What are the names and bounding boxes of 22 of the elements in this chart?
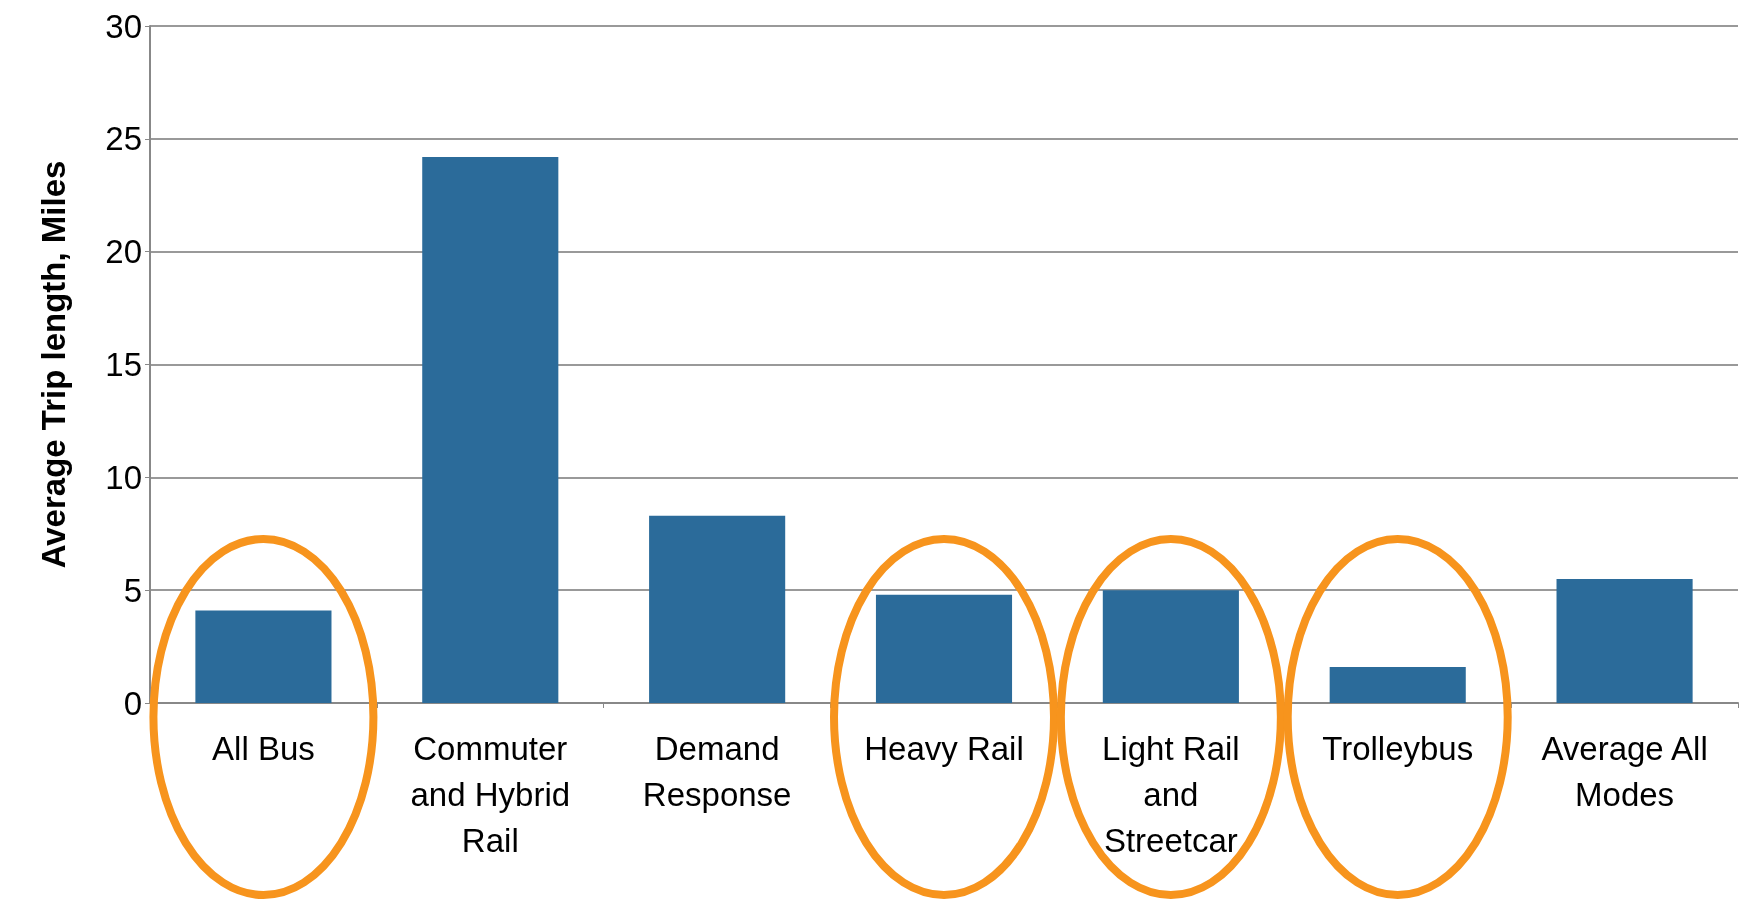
- y-tick-label: 0: [123, 684, 142, 722]
- bar: [195, 610, 332, 703]
- y-axis-title: Average Trip length, Miles: [35, 160, 72, 569]
- x-tick-label: Light Rail and Streetcar: [1102, 729, 1240, 859]
- y-tick-label: 10: [105, 458, 142, 496]
- bar: [1556, 578, 1693, 703]
- y-tick-label: 25: [105, 120, 142, 158]
- y-tick-label: 5: [123, 571, 142, 609]
- x-tick-label: All Bus: [212, 729, 315, 767]
- bar: [875, 594, 1013, 703]
- bar: [1102, 590, 1239, 703]
- bar: [649, 515, 786, 703]
- bar: [1329, 666, 1466, 703]
- x-tick-label: Trolleybus: [1322, 729, 1474, 767]
- x-tick-label: Average All Modes: [1541, 729, 1708, 813]
- bar: [422, 156, 559, 703]
- x-tick-label: Commuter and Hybrid Rail: [410, 729, 571, 859]
- y-tick-label: 30: [105, 7, 142, 45]
- y-tick-label: 20: [105, 233, 142, 271]
- x-tick-label: Heavy Rail: [864, 729, 1024, 767]
- y-tick-label: 15: [105, 346, 142, 383]
- x-tick-label: Demand Response: [642, 729, 792, 813]
